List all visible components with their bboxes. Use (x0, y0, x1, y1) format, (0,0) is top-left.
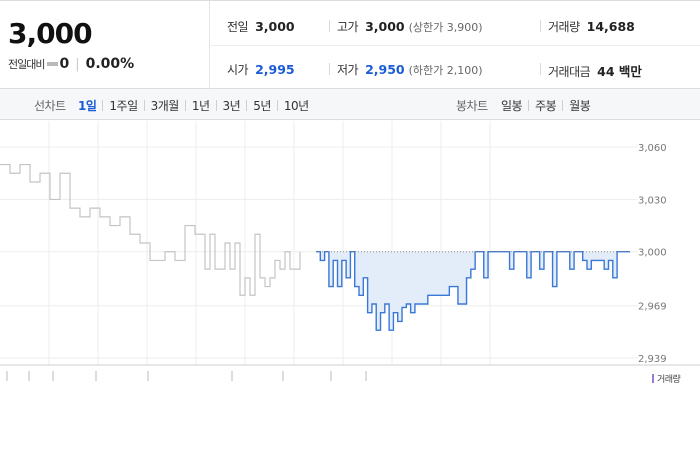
trade-amount-label: 거래대금 (548, 65, 591, 79)
high-stat: 고가 3,000 (상한가 3,900) (337, 18, 483, 35)
tab-separator (215, 100, 217, 111)
tab-5year[interactable]: 5년 (253, 99, 271, 113)
blue-price-line (316, 251, 630, 331)
current-price-box: 3,000 전일대비 0 | 0.00% (0, 1, 210, 89)
price-line-gray (0, 163, 301, 296)
lower-limit-text: (하한가 2,100) (408, 64, 483, 77)
gray-price-line (0, 163, 301, 296)
tab-3month[interactable]: 3개월 (150, 99, 180, 113)
open-value: 2,995 (255, 62, 295, 77)
y-tick-label: 2,969 (638, 302, 667, 313)
below-prev-close-fill (316, 251, 630, 331)
y-tick-label: 2,939 (638, 354, 667, 365)
open-stat: 시가 2,995 (227, 61, 295, 78)
below-prev-close-area (316, 251, 630, 331)
upper-limit-text: (상한가 3,900) (408, 21, 483, 34)
trade-amount-value: 44 백만 (597, 64, 642, 79)
stat-separator (329, 63, 330, 75)
tab-separator (143, 100, 145, 111)
stat-separator (540, 63, 541, 75)
change-row: 전일대비 0 | 0.00% (8, 56, 134, 72)
flat-change-icon (47, 62, 59, 66)
volume-legend-swatch (652, 374, 654, 383)
high-label: 고가 (337, 20, 359, 34)
tab-monthly-candle[interactable]: 월봉 (569, 99, 591, 113)
tab-1day[interactable]: 1일 (78, 99, 97, 113)
change-value: 0 (59, 56, 70, 72)
low-label: 저가 (337, 63, 359, 77)
tab-separator (102, 100, 104, 111)
tab-3year[interactable]: 3년 (222, 99, 241, 113)
tab-separator (276, 100, 278, 111)
volume-label: 거래량 (548, 20, 580, 34)
tab-separator (246, 100, 248, 111)
candle-chart-tabs: 일봉 주봉 월봉 (501, 97, 591, 114)
trade-amount-stat: 거래대금 44 백만 (548, 61, 642, 80)
stat-separator (540, 20, 541, 32)
y-tick-label: 3,000 (638, 248, 667, 259)
tab-weekly-candle[interactable]: 주봉 (535, 99, 557, 113)
prev-close-stat: 전일 3,000 (227, 18, 295, 35)
stat-row-divider (211, 45, 700, 46)
tab-separator (562, 100, 564, 111)
y-axis-ticks: 3,060 3,030 3,000 2,969 2,939 (638, 143, 667, 365)
prev-close-value: 3,000 (255, 19, 295, 34)
chart-grid (0, 121, 700, 366)
prev-close-label: 전일 (227, 20, 249, 34)
tab-1week[interactable]: 1주일 (109, 99, 138, 113)
y-tick-label: 3,060 (638, 143, 667, 154)
high-value: 3,000 (365, 19, 405, 34)
line-chart-tabs: 1일 1주일 3개월 1년 3년 5년 10년 (78, 97, 309, 114)
change-label: 전일대비 (8, 58, 45, 71)
quote-summary: 3,000 전일대비 0 | 0.00% 전일 3,000 고가 3,000 (… (0, 0, 700, 89)
candle-chart-label: 봉차트 (456, 99, 488, 113)
change-rate: 0.00% (85, 56, 135, 72)
current-price: 3,000 (8, 17, 93, 50)
open-label: 시가 (227, 63, 249, 77)
low-value: 2,950 (365, 62, 405, 77)
chart-period-tabbar: 선차트 1일 1주일 3개월 1년 3년 5년 10년 봉차트 일봉 주봉 월봉 (0, 89, 700, 120)
intraday-chart: 3,060 3,030 3,000 2,969 2,939 (0, 121, 700, 391)
y-tick-label: 3,030 (638, 195, 667, 206)
volume-ticks (6, 371, 367, 381)
price-line-blue (316, 251, 630, 331)
volume-stat: 거래량 14,688 (548, 18, 635, 35)
tab-daily-candle[interactable]: 일봉 (501, 99, 523, 113)
tab-separator (184, 100, 186, 111)
volume-legend-label: 거래량 (657, 375, 681, 385)
tab-1year[interactable]: 1년 (191, 99, 210, 113)
line-chart-label: 선차트 (34, 99, 66, 113)
volume-value: 14,688 (586, 19, 635, 34)
change-separator: | (75, 56, 80, 72)
low-stat: 저가 2,950 (하한가 2,100) (337, 61, 483, 78)
tab-separator (528, 100, 530, 111)
tab-10year[interactable]: 10년 (283, 99, 309, 113)
price-line-chart: 3,060 3,030 3,000 2,969 2,939 (0, 121, 700, 381)
stat-separator (329, 20, 330, 32)
volume-legend: 거래량 (652, 372, 681, 385)
